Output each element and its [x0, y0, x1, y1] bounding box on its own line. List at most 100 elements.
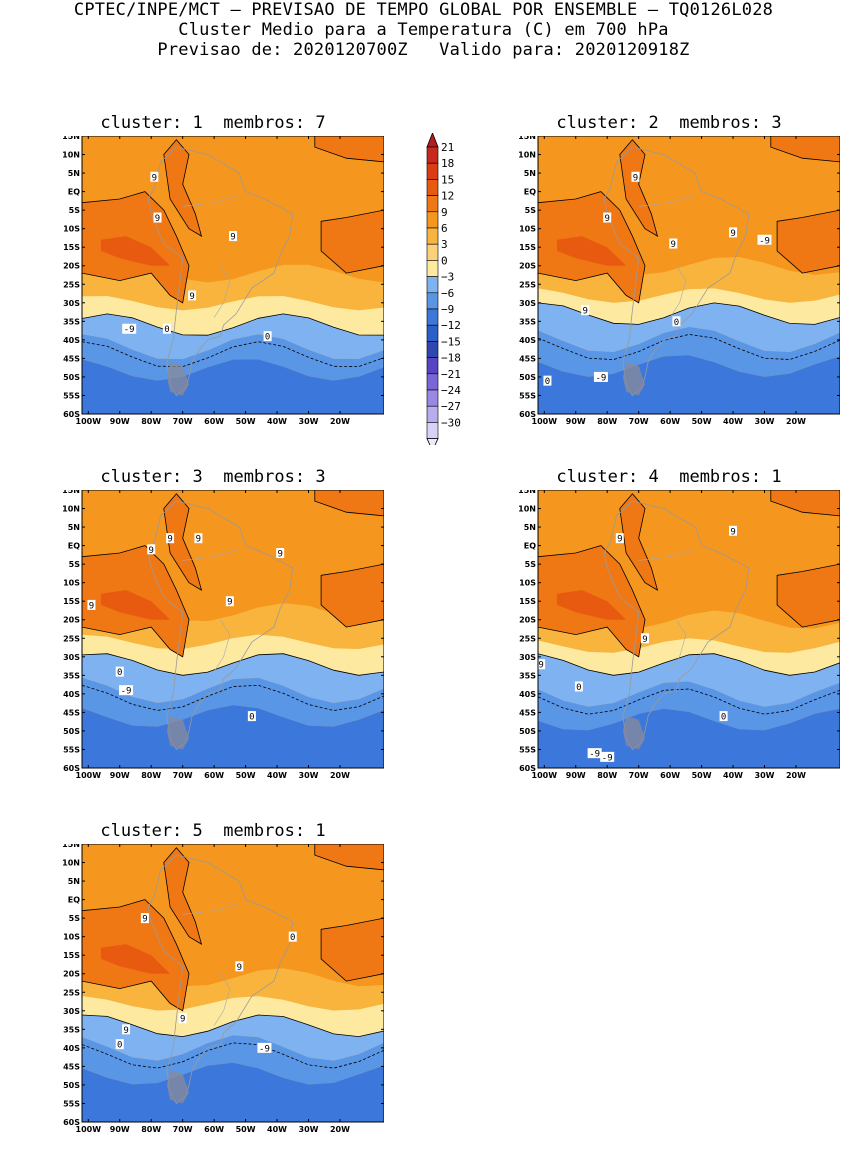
colorbar-label: −18	[441, 352, 461, 365]
header-subtitle: Cluster Medio para a Temperatura (C) em …	[178, 20, 669, 40]
colorbar-bottom-arrow	[426, 438, 439, 452]
map-frame	[81, 490, 384, 769]
colorbar-label: 18	[441, 157, 454, 170]
lat-label: 20S	[63, 262, 80, 271]
lat-label: 5N	[524, 523, 536, 532]
lat-label: EQ	[524, 542, 536, 551]
patagonia-terrain	[166, 1070, 189, 1104]
lat-label: 15N	[62, 136, 80, 141]
lat-label: EQ	[524, 188, 536, 197]
contour-label: -9	[121, 687, 132, 697]
band-neg6-neg3	[82, 334, 384, 381]
contour-0	[82, 1014, 384, 1038]
lat-label: 40S	[519, 690, 536, 699]
panel-cluster-5: cluster: 5 membros: 1 9 9 9 9 0 -9 0 15N 10N 5N EQ…	[42, 821, 384, 1137]
contour-label-box	[153, 212, 162, 223]
atlantic-warm	[320, 917, 384, 982]
band-neg6-neg3	[538, 681, 840, 731]
coastline	[147, 500, 294, 751]
contour-label-box	[122, 323, 137, 334]
band-0-3	[82, 996, 384, 1037]
lat-label: 15S	[519, 597, 536, 606]
lat-label: 15N	[518, 136, 536, 141]
colorbar-label: −27	[441, 400, 461, 413]
contour-label-box	[669, 238, 678, 249]
lat-label: 20S	[63, 970, 80, 979]
lon-label: 90W	[110, 771, 130, 780]
contour-0	[82, 313, 384, 336]
colorbar-label: −3	[441, 271, 454, 284]
lon-label: 80W	[141, 1125, 161, 1134]
contour-label-box	[162, 323, 171, 334]
contour-label-box	[225, 596, 234, 607]
contour-label: 9	[227, 598, 232, 608]
lat-label: 30S	[63, 653, 80, 662]
panel-title: cluster: 1 membros: 7	[100, 113, 326, 133]
contour-label: 9	[633, 173, 638, 183]
lat-label: 10S	[519, 225, 536, 234]
lat-label: 5S	[525, 206, 537, 215]
contour-label: 9	[152, 173, 157, 183]
contour-label-box	[631, 171, 640, 182]
colorbar-swatch	[426, 243, 439, 261]
border-line	[669, 265, 687, 318]
lat-label: 30S	[519, 653, 536, 662]
contour-label: 0	[674, 318, 679, 328]
panel-title: cluster: 4 membros: 1	[556, 467, 782, 487]
lat-label: 25S	[63, 280, 80, 289]
header-title: CPTEC/INPE/MCT – PREVISAO DE TEMPO GLOBA…	[73, 0, 774, 20]
contour-label-box	[640, 633, 649, 644]
lat-label: 20S	[519, 616, 536, 625]
contour-label: -9	[602, 753, 613, 763]
contour-label: 9	[538, 661, 543, 671]
contour-label-box	[574, 681, 583, 692]
lat-label: 50S	[63, 1081, 80, 1090]
lon-label: 90W	[566, 771, 586, 780]
panel-cluster-4: cluster: 4 membros: 1 9 9 9 9 0 -9 -9 0 15N 10N 5N…	[498, 467, 840, 783]
contour-label-box	[140, 913, 149, 924]
colorbar-swatch	[426, 389, 439, 407]
colorbar-swatch	[426, 146, 439, 164]
hot-region	[556, 590, 627, 620]
contour-label: 0	[545, 377, 550, 387]
contour-label: 0	[265, 333, 270, 343]
contour-label-box	[603, 212, 612, 223]
colorbar-label: 9	[441, 206, 448, 219]
contour-label: 9	[604, 214, 609, 224]
lon-label: 70W	[629, 771, 649, 780]
ne-warm	[770, 136, 840, 163]
coastline	[147, 854, 294, 1105]
map-frame	[81, 136, 384, 415]
contour-label-box	[615, 533, 624, 544]
contour-label-box	[115, 1039, 124, 1050]
contour-label-box	[263, 331, 272, 342]
lat-label: 10S	[63, 225, 80, 234]
colorbar-swatch	[426, 373, 439, 391]
colorbar-label: 15	[441, 173, 454, 186]
temperature-map: 9 9 9 9 9 0 0 -9 -9 15N 10N 5N EQ 5S 10S 15S 20S 25S 30S 35…	[518, 136, 840, 429]
header-dates: Previsao de: 2020120700Z Valido para: 20…	[157, 40, 690, 60]
colorbar-swatch	[426, 292, 439, 310]
lat-label: 55S	[63, 391, 80, 400]
lat-label: EQ	[68, 188, 80, 197]
lat-label: 10S	[63, 933, 80, 942]
patagonia-terrain	[622, 362, 645, 396]
colorbar-top-arrow	[426, 131, 439, 148]
colorbar-label: 21	[441, 141, 454, 154]
colorbar-swatch	[426, 162, 439, 180]
contour-0	[538, 653, 840, 676]
lon-label: 40W	[267, 771, 287, 780]
lat-label: 5S	[69, 914, 81, 923]
lat-label: EQ	[68, 542, 80, 551]
contour-label-box	[719, 711, 728, 722]
lon-label: 40W	[267, 1125, 287, 1134]
lon-label: 100W	[76, 417, 102, 426]
lat-label: 25S	[519, 280, 536, 289]
lat-label: 50S	[63, 727, 80, 736]
contour-label: 9	[142, 915, 147, 925]
band-neg6-neg3	[82, 677, 384, 727]
lat-label: 30S	[63, 299, 80, 308]
lat-label: 35S	[519, 317, 536, 326]
lon-label: 80W	[141, 417, 161, 426]
lat-label: 45S	[63, 708, 80, 717]
